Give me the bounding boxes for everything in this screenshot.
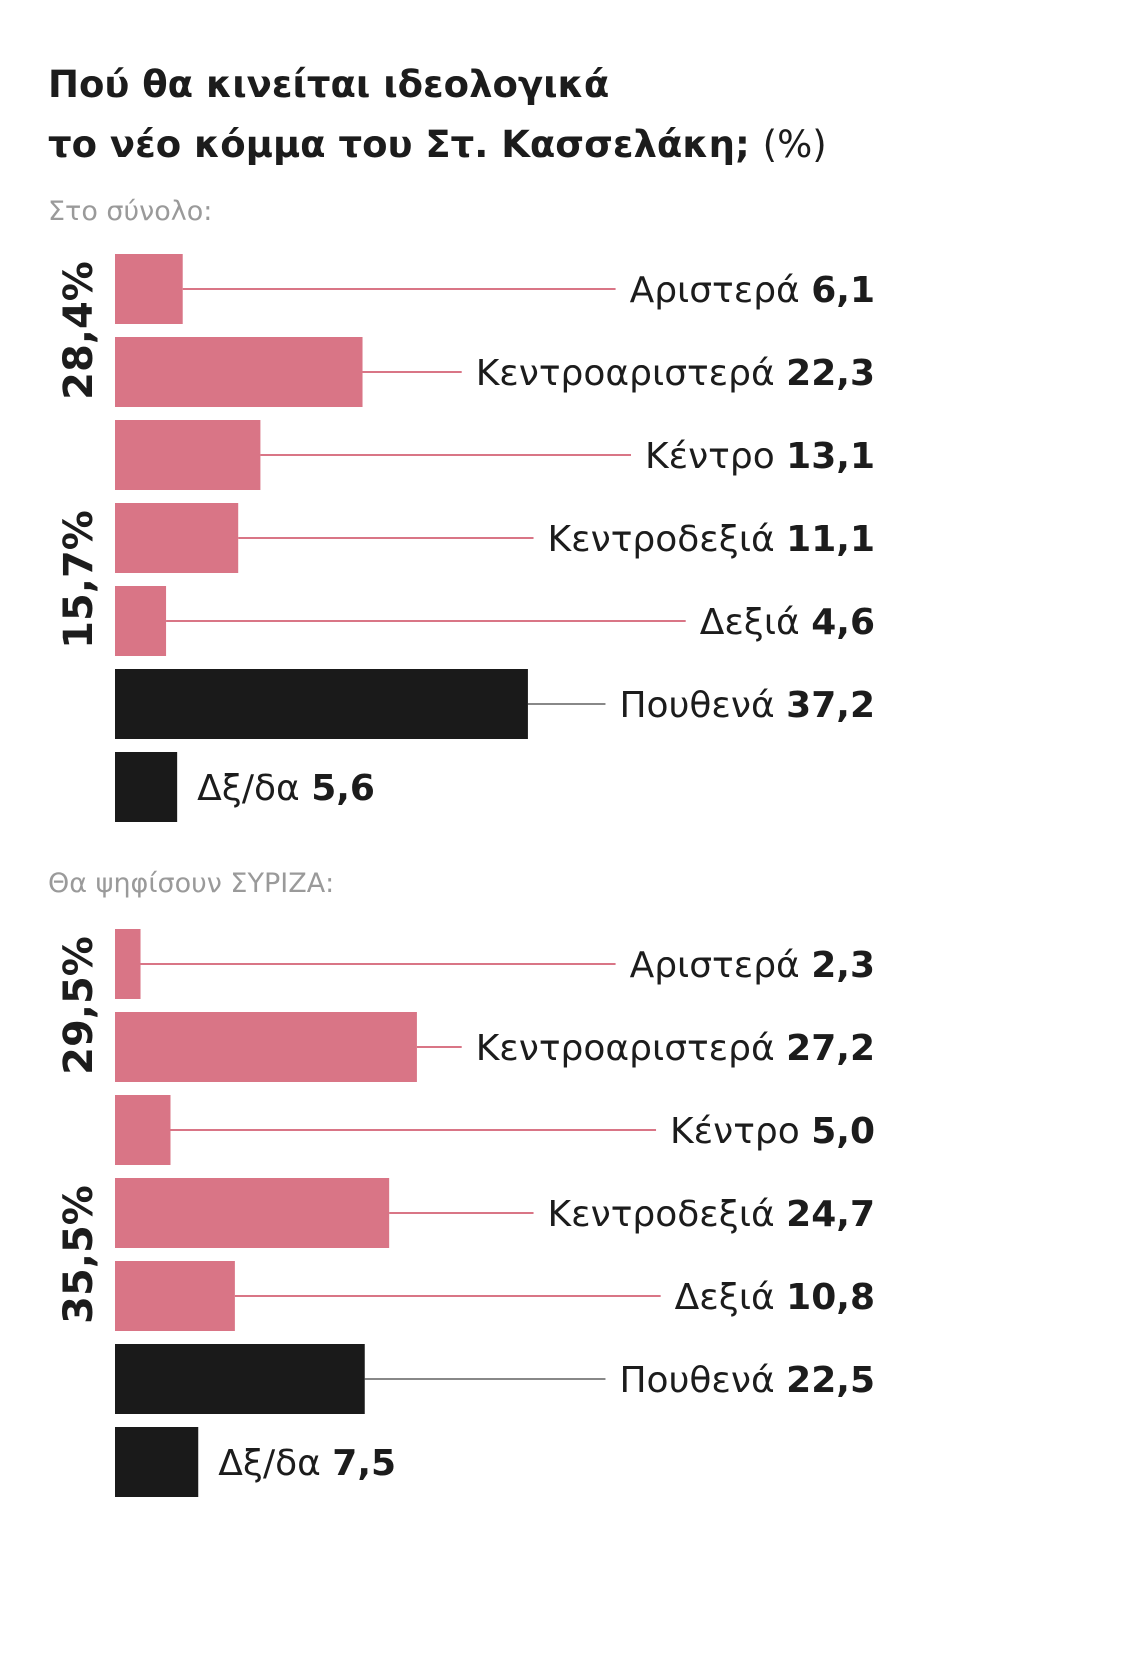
panel-1-bar-αριστερά bbox=[115, 254, 183, 324]
panel-2-value-αριστερά: 2,3 bbox=[811, 945, 875, 986]
panel-1-value-δξ-δα: 5,6 bbox=[311, 768, 375, 809]
panel-2-bar-πουθενά bbox=[115, 1344, 365, 1414]
panel-1-label-δεξιά: Δεξιά 4,6 bbox=[700, 602, 875, 643]
panel-2-bar-κέντρο bbox=[115, 1095, 171, 1165]
panel-2-bar-κεντροαριστερά bbox=[115, 1012, 417, 1082]
panel-2-group-label-2: 35,5% bbox=[56, 1185, 102, 1324]
panel-1-group-label-1: 28,4% bbox=[56, 261, 102, 400]
panel-2-label-αριστερά: Αριστερά 2,3 bbox=[630, 945, 875, 986]
panel-2-value-κεντροδεξιά: 24,7 bbox=[786, 1194, 875, 1235]
panel-2-bar-δξ-δα bbox=[115, 1427, 199, 1497]
panel-2-value-δξ-δα: 7,5 bbox=[332, 1443, 396, 1484]
panel-1-label-κεντροδεξιά: Κεντροδεξιά 11,1 bbox=[548, 519, 875, 560]
panel-1-value-κεντροαριστερά: 22,3 bbox=[786, 353, 875, 394]
panel-2-label-κεντροαριστερά: Κεντροαριστερά 27,2 bbox=[476, 1028, 875, 1069]
panel-1-bar-δεξιά bbox=[115, 586, 167, 656]
panel-1-chart: 28,4% 15,7% Αριστερά 6,1 Κεντροαριστερά 22,… bbox=[56, 254, 875, 822]
title-line-1: Πού θα κινείται ιδεολογικά bbox=[48, 63, 610, 106]
panel-1-bar-πουθενά bbox=[115, 669, 528, 739]
panel-2-value-πουθενά: 22,5 bbox=[786, 1360, 875, 1401]
panel-2-bar-κεντροδεξιά bbox=[115, 1178, 390, 1248]
panel-1-bar-κεντροδεξιά bbox=[115, 503, 239, 573]
panel-2-value-κέντρο: 5,0 bbox=[811, 1111, 875, 1152]
title-line-2: το νέο κόμμα του Στ. Κασσελάκη; (%) bbox=[48, 115, 1048, 175]
panel-2-chart: 29,5% 35,5% Αριστερά 2,3 Κεντροαριστερά 27,… bbox=[56, 929, 875, 1497]
title-line-2-text: το νέο κόμμα του Στ. Κασσελάκη; bbox=[48, 123, 750, 166]
panel-1-bar-δξ-δα bbox=[115, 752, 178, 822]
panel-1-value-πουθενά: 37,2 bbox=[786, 685, 875, 726]
panel-1-value-αριστερά: 6,1 bbox=[811, 270, 875, 311]
panel-1-label-κεντροαριστερά: Κεντροαριστερά 22,3 bbox=[476, 353, 875, 394]
panel-1-value-κεντροδεξιά: 11,1 bbox=[786, 519, 875, 560]
panel-2-value-κεντροαριστερά: 27,2 bbox=[786, 1028, 875, 1069]
panel-2-label-κεντροδεξιά: Κεντροδεξιά 24,7 bbox=[548, 1194, 875, 1235]
panel-1-label-κέντρο: Κέντρο 13,1 bbox=[645, 436, 875, 477]
panel-2-label-δεξιά: Δεξιά 10,8 bbox=[675, 1277, 875, 1318]
chart-title: Πού θα κινείται ιδεολογικά το νέο κόμμα … bbox=[48, 55, 1048, 175]
panel-1-value-κέντρο: 13,1 bbox=[786, 436, 875, 477]
panel-2-value-δεξιά: 10,8 bbox=[786, 1277, 875, 1318]
panel-2-group-label-1: 29,5% bbox=[56, 936, 102, 1075]
panel-1-bar-κεντροαριστερά bbox=[115, 337, 363, 407]
panel-2-label-δξ-δα: Δξ/δα 7,5 bbox=[218, 1443, 396, 1484]
panel-1-label-δξ-δα: Δξ/δα 5,6 bbox=[197, 768, 375, 809]
panel-1-label-αριστερά: Αριστερά 6,1 bbox=[630, 270, 875, 311]
panel-1-group-label-2: 15,7% bbox=[56, 510, 102, 649]
panel-2-bar-δεξιά bbox=[115, 1261, 235, 1331]
panel-2-subtitle: Θα ψηφίσουν ΣΥΡΙΖΑ: bbox=[48, 868, 335, 899]
panel-1-value-δεξιά: 4,6 bbox=[811, 602, 875, 643]
title-unit: (%) bbox=[762, 123, 827, 166]
panel-2-bar-αριστερά bbox=[115, 929, 141, 999]
panel-2-label-πουθενά: Πουθενά 22,5 bbox=[619, 1360, 875, 1401]
panel-1-bar-κέντρο bbox=[115, 420, 261, 490]
panel-2-label-κέντρο: Κέντρο 5,0 bbox=[670, 1111, 875, 1152]
panel-1-subtitle: Στο σύνολο: bbox=[48, 196, 213, 227]
panel-1-label-πουθενά: Πουθενά 37,2 bbox=[619, 685, 875, 726]
